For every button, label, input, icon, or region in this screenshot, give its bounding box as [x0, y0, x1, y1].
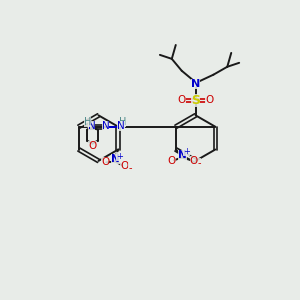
Text: N: N	[102, 121, 110, 131]
Text: -: -	[198, 158, 201, 168]
Text: S: S	[191, 94, 200, 107]
Text: N: N	[191, 79, 200, 88]
Text: O: O	[101, 158, 110, 167]
Text: O: O	[120, 161, 128, 171]
Text: -: -	[128, 163, 132, 173]
Text: H: H	[119, 117, 126, 127]
Text: +: +	[183, 147, 190, 156]
Text: O: O	[178, 95, 186, 106]
Text: O: O	[205, 95, 214, 106]
Text: O: O	[168, 156, 176, 167]
Text: N: N	[88, 121, 95, 131]
Text: O: O	[88, 140, 97, 151]
Text: N: N	[178, 150, 187, 161]
Text: N: N	[111, 154, 120, 164]
Text: +: +	[116, 152, 123, 161]
Text: O: O	[190, 156, 198, 167]
Text: N: N	[118, 121, 125, 131]
Text: H: H	[84, 117, 92, 127]
